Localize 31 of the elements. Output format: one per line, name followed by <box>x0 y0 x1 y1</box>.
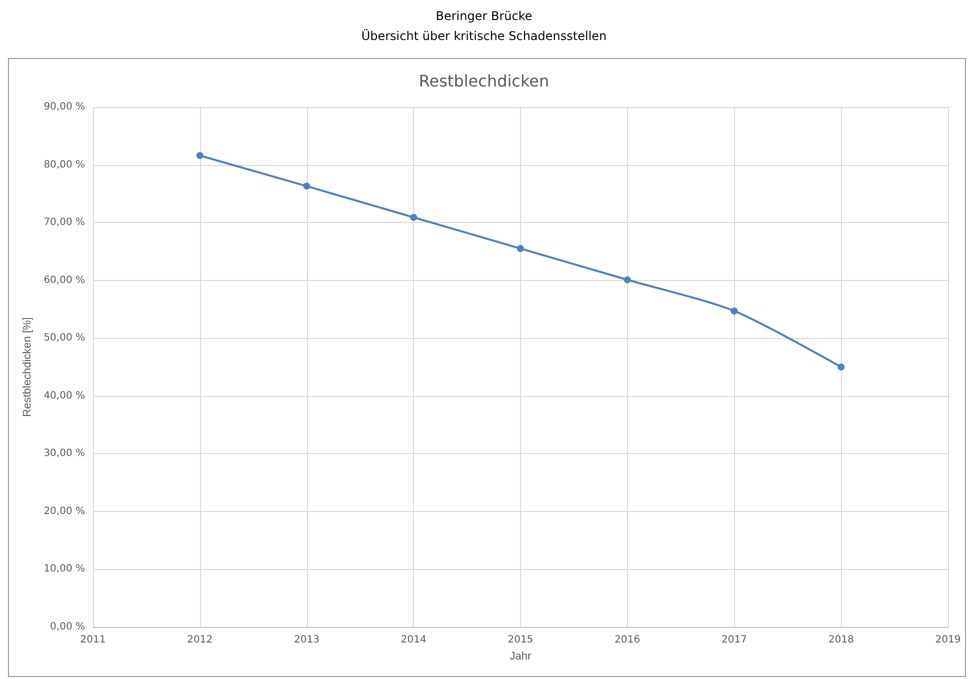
y-tick-label: 80,00 % <box>44 159 85 170</box>
point <box>410 214 418 221</box>
point <box>624 276 631 284</box>
y-tick-label: 10,00 % <box>44 564 85 575</box>
x-tick-label: 2013 <box>294 634 320 646</box>
y-tick-label: 40,00 % <box>44 390 85 402</box>
y-tick-label: 20,00 % <box>44 506 85 517</box>
point <box>838 364 845 370</box>
x-tick-label: 2018 <box>828 634 854 646</box>
y-tick-label: 60,00 % <box>44 274 85 286</box>
point <box>196 152 204 160</box>
y-tick-label: 70,00 % <box>44 217 85 228</box>
x-tick-label: 2011 <box>80 634 106 646</box>
chart-title: Restblechdicken <box>418 72 550 90</box>
x-tick-label: 2016 <box>614 634 640 646</box>
y-tick-label: 30,00 % <box>44 448 85 460</box>
point <box>517 245 524 252</box>
x-tick-label: 2019 <box>935 634 961 646</box>
y-axis-title: Restblechdicken [%] <box>21 317 34 417</box>
x-tick-label: 2017 <box>722 634 747 646</box>
x-tick-label: 2015 <box>508 634 534 646</box>
y-tick-label: 50,00 % <box>44 332 85 344</box>
x-tick-label: 2012 <box>187 634 213 646</box>
text: Übersicht über kritische Schadensstellen <box>360 28 608 45</box>
point <box>730 307 738 314</box>
point <box>303 182 310 190</box>
text: Beringer Brücke <box>434 8 534 25</box>
y-tick-label: 0,00 % <box>50 622 85 632</box>
x-axis-title: Jahr <box>510 650 532 662</box>
x-tick-label: 2014 <box>400 634 426 646</box>
y-tick-label: 90,00 % <box>44 102 85 112</box>
